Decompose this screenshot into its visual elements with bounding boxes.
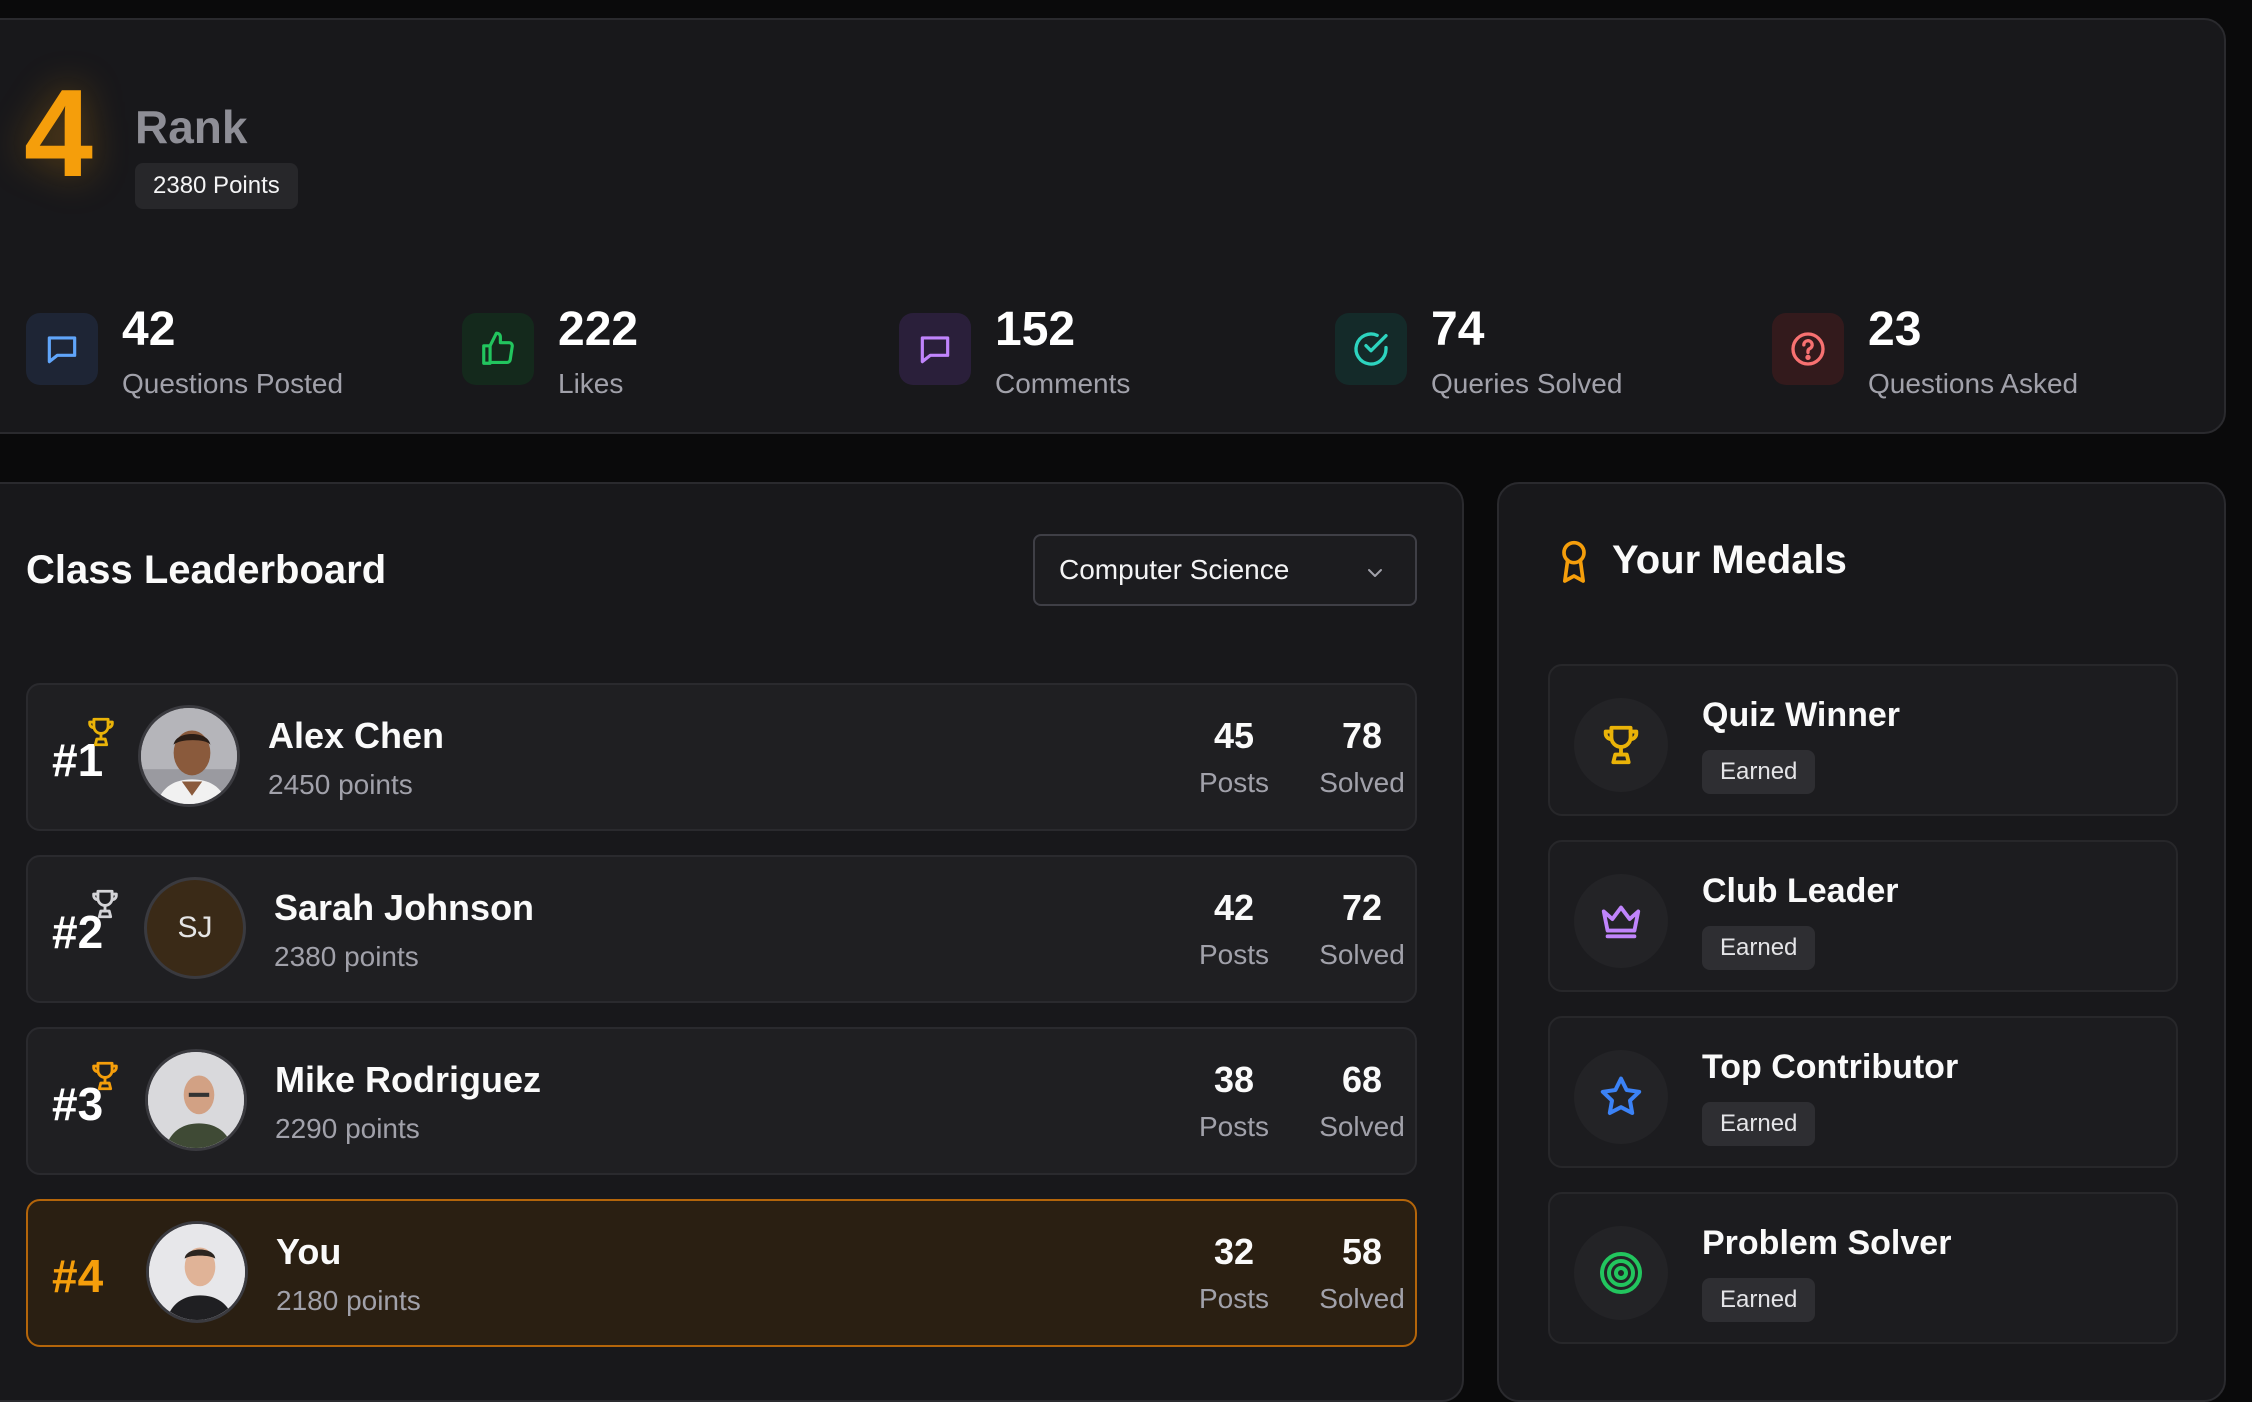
medal-status-badge: Earned — [1702, 1278, 1816, 1322]
star-icon — [1574, 1050, 1668, 1144]
avatar — [138, 705, 240, 807]
stat-queries-solved: 74 Queries Solved — [1335, 288, 1755, 399]
posts-metric: 42 Posts — [1198, 887, 1270, 970]
leaderboard-title: Class Leaderboard — [26, 548, 387, 592]
crown-icon — [1574, 874, 1668, 968]
stat-value: 42 — [122, 303, 176, 356]
trophy-icon — [1574, 698, 1668, 792]
trophy-icon — [88, 1059, 122, 1098]
stat-value: 23 — [1868, 303, 1922, 356]
medal-card[interactable]: Club Leader Earned — [1548, 840, 2178, 992]
solved-metric: 72 Solved — [1319, 887, 1405, 970]
medal-name: Quiz Winner — [1702, 696, 1901, 734]
stat-value: 222 — [558, 303, 639, 356]
avatar: SJ — [144, 877, 246, 979]
student-points: 2450 points — [268, 769, 413, 800]
thumbs-up-icon — [462, 313, 534, 385]
trophy-icon — [88, 887, 122, 926]
medal-card[interactable]: Quiz Winner Earned — [1548, 664, 2178, 816]
medal-status-badge: Earned — [1702, 750, 1816, 794]
posts-metric: 32 Posts — [1198, 1231, 1270, 1314]
stat-value: 152 — [995, 303, 1076, 356]
class-select[interactable]: Computer Science — [1033, 534, 1417, 606]
class-select-value: Computer Science — [1059, 554, 1290, 585]
medal-status-badge: Earned — [1702, 1102, 1816, 1146]
stat-label: Likes — [558, 368, 624, 399]
avatar — [146, 1221, 248, 1323]
rank-tag: #3 — [52, 1078, 104, 1130]
student-points: 2290 points — [275, 1113, 420, 1144]
student-name: Sarah Johnson — [274, 887, 535, 928]
leaderboard-row[interactable]: #2 SJ Sarah Johnson 2380 points 42 Posts… — [26, 855, 1417, 1003]
trophy-icon — [84, 715, 118, 754]
stat-questions-asked: 23 Questions Asked — [1772, 288, 2192, 399]
medals-card: Your Medals Quiz Winner Earned Club Lead… — [1497, 482, 2226, 1402]
posts-metric: 45 Posts — [1198, 715, 1270, 798]
avatar — [145, 1049, 247, 1151]
stats-card: 4 Rank 2380 Points 42 Questions Posted 2… — [0, 18, 2226, 434]
student-points: 2180 points — [276, 1285, 421, 1316]
stat-label: Queries Solved — [1431, 368, 1623, 399]
medals-title: Your Medals — [1612, 538, 1847, 582]
solved-metric: 58 Solved — [1319, 1231, 1405, 1314]
stat-questions-posted: 42 Questions Posted — [26, 288, 446, 399]
leaderboard-row[interactable]: #3 Mike Rodriguez 2290 points 38 Posts 6… — [26, 1027, 1417, 1175]
leaderboard-row[interactable]: #1 Alex Chen 2450 points 45 Posts 78 Sol… — [26, 683, 1417, 831]
leaderboard-card: Class Leaderboard Computer Science #1 Al… — [0, 482, 1464, 1402]
student-points: 2380 points — [274, 941, 419, 972]
rank-tag: #2 — [52, 906, 104, 958]
student-name: Mike Rodriguez — [275, 1059, 542, 1100]
stat-value: 74 — [1431, 303, 1485, 356]
student-name: Alex Chen — [268, 715, 445, 756]
medal-name: Club Leader — [1702, 872, 1899, 910]
question-circle-icon — [1772, 313, 1844, 385]
target-icon — [1574, 1226, 1668, 1320]
posts-metric: 38 Posts — [1198, 1059, 1270, 1142]
check-circle-icon — [1335, 313, 1407, 385]
stat-label: Questions Asked — [1868, 368, 2079, 399]
award-icon — [1554, 537, 1594, 590]
student-name: You — [276, 1231, 342, 1272]
solved-metric: 78 Solved — [1319, 715, 1405, 798]
medal-name: Problem Solver — [1702, 1224, 1952, 1262]
rank-number: 4 — [24, 65, 93, 203]
medal-card[interactable]: Problem Solver Earned — [1548, 1192, 2178, 1344]
leaderboard-row-you[interactable]: #4 You 2180 points 32 Posts 58 Solved — [26, 1199, 1417, 1347]
chevron-down-icon — [1363, 560, 1387, 592]
solved-metric: 68 Solved — [1319, 1059, 1405, 1142]
stat-label: Comments — [995, 368, 1131, 399]
medal-name: Top Contributor — [1702, 1048, 1959, 1086]
rank-tag: #4 — [52, 1250, 104, 1302]
comment-icon — [899, 313, 971, 385]
points-badge: 2380 Points — [135, 163, 298, 209]
medal-status-badge: Earned — [1702, 926, 1816, 970]
rank-label: Rank — [135, 101, 248, 153]
stat-label: Questions Posted — [122, 368, 344, 399]
stat-comments: 152 Comments — [899, 288, 1319, 399]
medal-card[interactable]: Top Contributor Earned — [1548, 1016, 2178, 1168]
chat-bubble-icon — [26, 313, 98, 385]
stat-likes: 222 Likes — [462, 288, 882, 399]
